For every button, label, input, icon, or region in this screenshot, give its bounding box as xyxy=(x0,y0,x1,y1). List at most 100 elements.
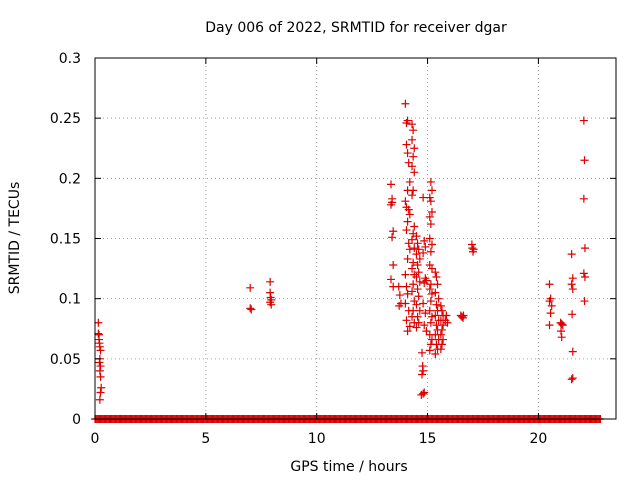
data-point xyxy=(410,168,419,177)
data-point xyxy=(410,222,419,231)
x-axis-label: GPS time / hours xyxy=(290,459,407,475)
data-point xyxy=(557,319,566,328)
data-point xyxy=(402,316,411,325)
data-point xyxy=(436,301,445,310)
data-point xyxy=(95,395,104,404)
data-point xyxy=(427,264,436,273)
data-point xyxy=(558,321,567,330)
data-point xyxy=(431,288,440,297)
data-point xyxy=(403,116,412,125)
data-point xyxy=(403,289,412,298)
x-tick-label: 5 xyxy=(201,431,210,447)
data-point xyxy=(408,120,417,129)
data-point xyxy=(409,152,418,161)
data-point xyxy=(425,285,434,294)
data-point xyxy=(413,285,422,294)
data-point xyxy=(580,156,589,165)
data-point xyxy=(432,300,441,309)
data-point xyxy=(469,245,478,254)
data-point xyxy=(408,264,417,273)
data-point xyxy=(412,250,421,259)
x-tick-label: 10 xyxy=(308,431,326,447)
data-point xyxy=(568,310,577,319)
data-point xyxy=(413,239,422,248)
data-point xyxy=(414,268,423,277)
data-point xyxy=(568,274,577,283)
data-point xyxy=(246,283,255,292)
data-point xyxy=(417,390,426,399)
data-point xyxy=(427,208,436,217)
data-point xyxy=(427,312,436,321)
data-point xyxy=(409,186,418,195)
data-point xyxy=(580,297,589,306)
data-point xyxy=(437,340,446,349)
data-point xyxy=(421,309,430,318)
data-point xyxy=(414,292,423,301)
data-point xyxy=(427,186,436,195)
data-point xyxy=(545,321,554,330)
data-point xyxy=(401,299,410,308)
data-point xyxy=(431,311,440,320)
data-point xyxy=(403,149,412,158)
y-axis-label: SRMTID / TECUs xyxy=(7,182,23,295)
data-point xyxy=(568,347,577,356)
data-point xyxy=(545,280,554,289)
data-point xyxy=(409,280,418,289)
data-point xyxy=(567,250,576,259)
data-point xyxy=(419,389,428,398)
y-tick-label: 0.15 xyxy=(50,232,81,248)
data-point xyxy=(410,244,419,253)
data-point xyxy=(568,374,577,383)
data-point xyxy=(96,372,105,381)
data-point xyxy=(389,227,398,236)
data-point xyxy=(386,200,395,209)
chart-title: Day 006 of 2022, SRMTID for receiver dga… xyxy=(205,20,507,36)
data-point xyxy=(94,318,103,327)
data-point xyxy=(412,273,421,282)
data-point xyxy=(436,345,445,354)
data-point xyxy=(425,212,434,221)
data-point xyxy=(425,234,434,243)
data-point xyxy=(579,269,588,278)
data-point xyxy=(266,277,275,286)
data-point xyxy=(409,126,418,135)
data-point xyxy=(579,194,588,203)
data-point xyxy=(403,327,412,336)
data-point xyxy=(580,273,589,282)
data-point xyxy=(402,226,411,235)
x-tick-label: 15 xyxy=(419,431,437,447)
data-point xyxy=(436,330,445,339)
data-point xyxy=(95,342,104,351)
data-point xyxy=(557,333,566,342)
data-point xyxy=(567,280,576,289)
y-tick-label: 0.2 xyxy=(59,171,81,187)
data-point xyxy=(402,282,411,291)
data-point xyxy=(431,350,440,359)
data-point xyxy=(412,232,421,241)
data-point xyxy=(418,348,427,357)
data-point xyxy=(419,248,428,257)
data-point xyxy=(422,327,431,336)
data-point xyxy=(414,245,423,254)
data-point xyxy=(403,217,412,226)
data-point xyxy=(409,258,418,267)
data-point xyxy=(94,329,103,338)
y-tick-label: 0.25 xyxy=(50,111,81,127)
data-point xyxy=(95,366,104,375)
data-point xyxy=(95,358,104,367)
data-point xyxy=(579,116,588,125)
data-point xyxy=(426,247,435,256)
data-point xyxy=(426,318,435,327)
data-point xyxy=(405,245,414,254)
data-point xyxy=(404,239,413,248)
data-point xyxy=(437,325,446,334)
data-point xyxy=(408,235,417,244)
data-point xyxy=(427,240,436,249)
data-point xyxy=(403,254,412,263)
data-point xyxy=(401,270,410,279)
data-point xyxy=(408,162,417,171)
x-axis-ticks: 0 5 10 15 20 xyxy=(91,58,547,447)
data-point xyxy=(415,277,424,286)
y-tick-label: 0.1 xyxy=(59,292,81,308)
